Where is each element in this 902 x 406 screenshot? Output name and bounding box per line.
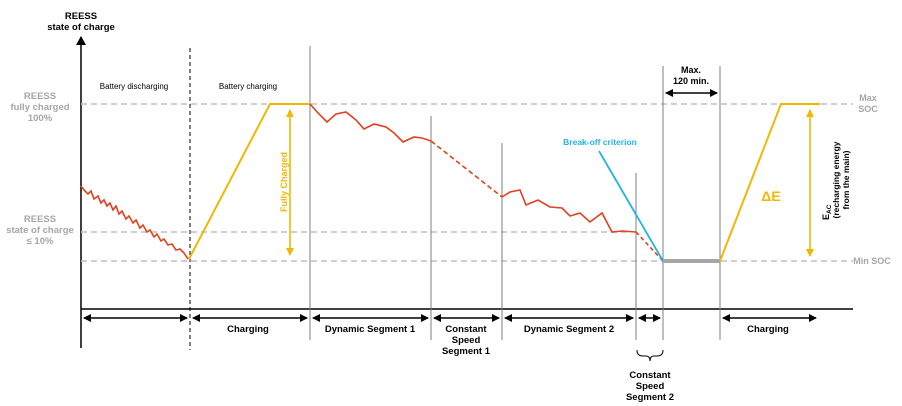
segment-constant-2-line1: Constant bbox=[629, 370, 671, 381]
fully-charged-label: Fully Charged bbox=[279, 152, 289, 212]
constant-2-bracket bbox=[636, 349, 664, 362]
e-ac-line3: from the main) bbox=[841, 150, 851, 209]
e-ac-label-group: EAC bbox=[821, 204, 833, 220]
break-off-line bbox=[598, 150, 664, 262]
full-label-line1: REESS bbox=[24, 91, 56, 102]
svg-text:EAC: EAC bbox=[821, 204, 833, 220]
max-soc-label-line1: Max bbox=[859, 93, 877, 103]
e-ac-main: E bbox=[821, 214, 831, 220]
max-soc-label-line2: SOC bbox=[858, 104, 878, 114]
charging-ramp-1 bbox=[188, 103, 310, 260]
full-label-line2: fully charged bbox=[10, 102, 69, 113]
segment-constant-2-line2: Speed bbox=[636, 381, 665, 392]
dynamic-segment-1-curve bbox=[309, 103, 432, 143]
charging-ramp-2 bbox=[719, 103, 820, 262]
segment-constant-1-line2: Speed bbox=[452, 335, 481, 346]
segment-constant-1-line3: Segment 1 bbox=[442, 346, 491, 357]
break-off-label: Break-off criterion bbox=[563, 137, 637, 147]
min-soc-label: Min SOC bbox=[853, 256, 891, 266]
max-time-line2: 120 min. bbox=[673, 76, 709, 86]
low-label-line3: ≤ 10% bbox=[27, 236, 54, 247]
dynamic-segment-2-curve bbox=[501, 189, 637, 233]
low-label-line2: state of charge bbox=[6, 225, 74, 236]
low-label-line1: REESS bbox=[24, 214, 56, 225]
segment-constant-1-line1: Constant bbox=[445, 324, 487, 335]
phase-discharging-label: Battery discharging bbox=[100, 82, 168, 91]
e-ac-line2: (recharging energy bbox=[831, 141, 841, 218]
segment-dynamic-1: Dynamic Segment 1 bbox=[325, 324, 416, 335]
y-axis-title-line1: REESS bbox=[65, 11, 97, 22]
max-time-line1: Max. bbox=[681, 65, 701, 75]
segment-charging-2: Charging bbox=[747, 324, 789, 335]
phase-charging-label: Battery charging bbox=[219, 82, 277, 91]
y-axis-title-line2: state of charge bbox=[47, 22, 115, 33]
full-label-line3: 100% bbox=[28, 113, 53, 124]
segment-dynamic-2: Dynamic Segment 2 bbox=[524, 324, 614, 335]
e-ac-sub: AC bbox=[826, 204, 833, 214]
segment-charging-1: Charging bbox=[227, 324, 269, 335]
delta-e-label: ΔE bbox=[761, 188, 780, 204]
discharge-curve bbox=[80, 185, 189, 260]
constant-speed-1-curve bbox=[430, 140, 503, 198]
segment-constant-2-line3: Segment 2 bbox=[626, 392, 674, 403]
